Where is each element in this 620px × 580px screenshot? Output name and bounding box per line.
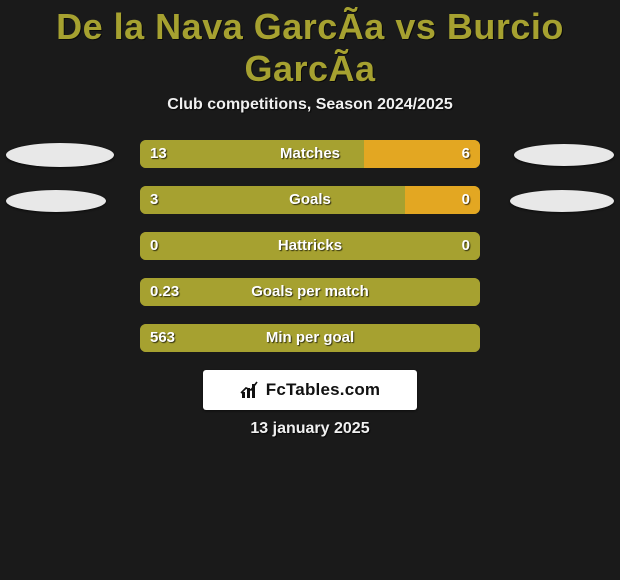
stat-seg-left (140, 278, 480, 306)
stat-seg-right (364, 140, 480, 168)
stat-seg-left (140, 232, 480, 260)
stat-seg-right (405, 186, 480, 214)
stat-bar: Matches136 (140, 140, 480, 170)
stat-row: Matches136 (0, 140, 620, 170)
stat-row: Goals30 (0, 186, 620, 216)
ellipse-right (510, 190, 614, 212)
date-text: 13 january 2025 (0, 420, 620, 438)
stat-seg-left (140, 324, 480, 352)
stat-row: Goals per match0.23 (0, 278, 620, 308)
page-subtitle: Club competitions, Season 2024/2025 (0, 96, 620, 114)
stat-seg-left (140, 186, 405, 214)
stat-row: Hattricks00 (0, 232, 620, 262)
stat-bar: Goals30 (140, 186, 480, 216)
bar-chart-icon (240, 381, 260, 399)
brand-badge[interactable]: FcTables.com (203, 370, 417, 410)
stat-seg-left (140, 140, 364, 168)
ellipse-left (6, 190, 106, 212)
ellipse-right (514, 144, 614, 166)
stats-rows: Matches136 Goals30 Hattricks00 Goals per ma… (0, 140, 620, 354)
stat-bar: Min per goal563 (140, 324, 480, 354)
brand-text: FcTables.com (266, 380, 381, 400)
page-title: De la Nava GarcÃ­a vs Burcio GarcÃ­a (0, 6, 620, 90)
stat-bar: Hattricks00 (140, 232, 480, 262)
ellipse-left (6, 143, 114, 167)
stat-row: Min per goal563 (0, 324, 620, 354)
stat-bar: Goals per match0.23 (140, 278, 480, 308)
